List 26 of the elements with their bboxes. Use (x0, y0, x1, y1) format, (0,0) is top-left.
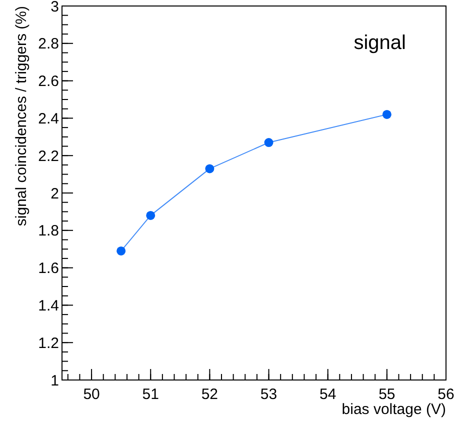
y-tick-label: 2.4 (38, 110, 59, 128)
annotation: signal (354, 32, 406, 54)
x-tick-label: 53 (260, 386, 278, 403)
y-tick-label: 2.2 (38, 148, 59, 165)
x-tick-label: 54 (320, 386, 336, 403)
y-axis-title: signal coincidences / triggers (%) (13, 6, 30, 226)
y-tick-label: 3 (50, 0, 59, 16)
point (146, 210, 156, 220)
y-tick-label: 1.4 (38, 297, 59, 314)
x-tick-label: 56 (438, 386, 454, 403)
y-tick-label: 1.2 (38, 334, 59, 352)
point (116, 246, 126, 256)
y-tick-label: 1.6 (38, 260, 59, 278)
x-tick-label: 51 (142, 386, 159, 403)
x-tick-label: 50 (83, 386, 100, 403)
y-tick-label: 2.8 (38, 36, 59, 53)
y-tick-label: 1 (50, 372, 59, 390)
y-tick-label: 1.8 (38, 222, 59, 240)
x-axis-title: bias voltage (V) (342, 401, 446, 418)
x-tick-label: 55 (378, 386, 396, 403)
point (264, 138, 274, 148)
y-tick-label: 2 (50, 185, 59, 202)
y-tick-label: 2.6 (38, 73, 59, 90)
point (205, 164, 214, 174)
x-tick-label: 52 (201, 386, 218, 403)
point (382, 110, 392, 119)
